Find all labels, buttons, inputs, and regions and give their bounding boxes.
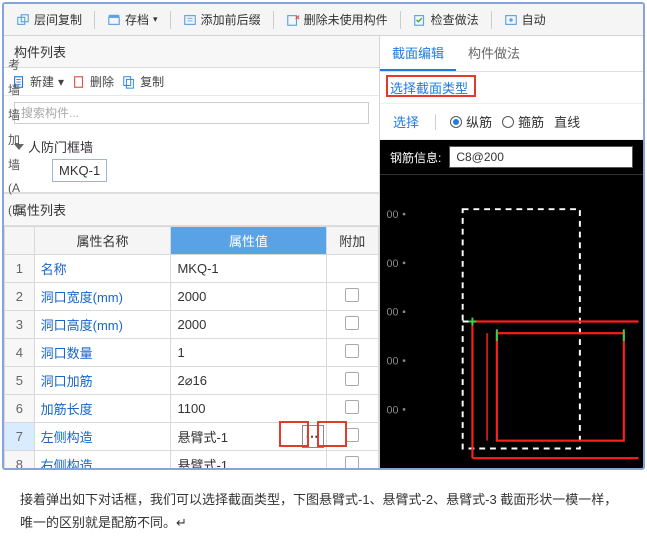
svg-text:00: 00 xyxy=(386,209,398,221)
mode-row: 选择 │ 纵筋 箍筋 直线 xyxy=(380,104,643,140)
section-canvas[interactable]: 00 00 00 00 00 xyxy=(380,175,643,468)
toolbar-prefix-suffix[interactable]: 添加前后缀 xyxy=(177,8,267,31)
svg-text:00: 00 xyxy=(386,404,398,416)
toolbar-auto[interactable]: 自动 xyxy=(498,8,552,31)
left-edge-labels: 考墙墙加墙(A(E(C xyxy=(8,56,21,239)
tree-child[interactable]: MKQ-1 xyxy=(52,159,107,182)
copy-button[interactable]: 复制 xyxy=(122,73,164,90)
toolbar-archive[interactable]: 存档 ▾ xyxy=(101,8,164,31)
property-table: 属性名称 属性值 附加 1名称MKQ-12洞口宽度(mm)20003洞口高度(m… xyxy=(4,226,379,470)
property-row-8[interactable]: 8右侧构造悬臂式-1 xyxy=(5,451,379,471)
delete-button[interactable]: 删除 xyxy=(72,73,114,90)
toolbar-check[interactable]: 检查做法 xyxy=(407,8,485,31)
attach-checkbox[interactable] xyxy=(345,372,359,386)
property-row-4[interactable]: 4洞口数量1 xyxy=(5,339,379,367)
tab-section-edit[interactable]: 截面编辑 xyxy=(380,36,456,71)
new-label: 新建 xyxy=(30,73,54,90)
attach-checkbox[interactable] xyxy=(345,288,359,302)
copy-label: 复制 xyxy=(140,73,164,90)
toolbar-copy-between-levels[interactable]: 层间复制 xyxy=(10,8,88,31)
col-name: 属性名称 xyxy=(34,227,171,255)
delete-label: 删除 xyxy=(90,73,114,90)
select-section-type[interactable]: 选择截面类型 xyxy=(380,72,643,104)
highlight-box xyxy=(386,75,476,97)
tab-practices[interactable]: 构件做法 xyxy=(456,36,532,71)
canvas-svg: 00 00 00 00 00 xyxy=(380,175,643,468)
property-row-3[interactable]: 3洞口高度(mm)2000 xyxy=(5,311,379,339)
ellipsis-button[interactable]: ⋯ xyxy=(302,425,324,448)
radio-opt2-label: 箍筋 xyxy=(518,112,544,131)
svg-text:00: 00 xyxy=(386,258,398,270)
right-tabs: 截面编辑 构件做法 xyxy=(380,36,643,72)
attach-checkbox[interactable] xyxy=(345,456,359,470)
component-tree: 人防门框墙 MKQ-1 xyxy=(14,134,369,182)
property-row-6[interactable]: 6加筋长度1100 xyxy=(5,395,379,423)
rebar-label: 钢筋信息: xyxy=(390,149,441,166)
attach-checkbox[interactable] xyxy=(345,316,359,330)
dropdown-icon: ▾ xyxy=(58,75,64,89)
search-input[interactable] xyxy=(14,102,369,124)
component-list-header: 构件列表 xyxy=(4,36,379,68)
property-row-2[interactable]: 2洞口宽度(mm)2000 xyxy=(5,283,379,311)
property-row-7[interactable]: 7左侧构造悬臂式-1⋯ xyxy=(5,423,379,451)
tree-root-label: 人防门框墙 xyxy=(28,137,93,156)
radio-longitudinal[interactable]: 纵筋 xyxy=(450,112,492,131)
mode-line-label[interactable]: 直线 xyxy=(554,112,580,131)
select-mode-label[interactable]: 选择 xyxy=(390,110,422,133)
svg-text:00: 00 xyxy=(386,307,398,319)
attach-checkbox[interactable] xyxy=(345,428,359,442)
rebar-info-row: 钢筋信息: xyxy=(380,140,643,175)
col-attach: 附加 xyxy=(326,227,378,255)
attach-checkbox[interactable] xyxy=(345,344,359,358)
radio-opt1-label: 纵筋 xyxy=(466,112,492,131)
rebar-input[interactable] xyxy=(449,146,633,168)
component-sub-toolbar: 新建 ▾ 删除 复制 xyxy=(4,68,379,96)
attach-checkbox[interactable] xyxy=(345,400,359,414)
radio-stirrup[interactable]: 箍筋 xyxy=(502,112,544,131)
property-row-1[interactable]: 1名称MKQ-1 xyxy=(5,255,379,283)
svg-text:00: 00 xyxy=(386,355,398,367)
property-list-header: 属性列表 xyxy=(4,193,379,226)
toolbar-delete-unused[interactable]: 删除未使用构件 xyxy=(280,8,394,31)
main-toolbar: 层间复制存档 ▾ 添加前后缀删除未使用构件检查做法自动 xyxy=(4,4,643,36)
tree-root[interactable]: 人防门框墙 xyxy=(14,134,369,159)
col-value: 属性值 xyxy=(171,227,326,255)
footnote-text: 接着弹出如下对话框，我们可以选择截面类型，下图悬臂式-1、悬臂式-2、悬臂式-3… xyxy=(0,472,647,551)
property-row-5[interactable]: 5洞口加筋2⌀16 xyxy=(5,367,379,395)
